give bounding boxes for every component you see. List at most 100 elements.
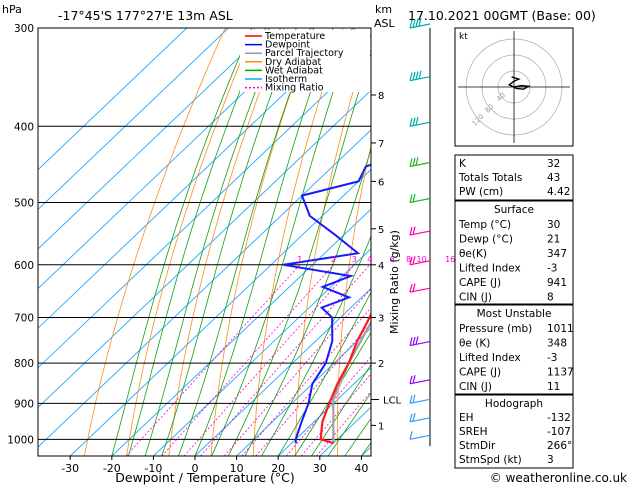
location-title: -17°45'S 177°27'E 13m ASL [58,8,233,23]
mixing-ratio-label-4: 4 [367,255,372,264]
dry-adiabat [84,28,226,456]
wind-barb-flag [409,284,413,293]
wind-barb-flag [418,70,422,80]
mixing-ratio-line-25 [316,390,371,456]
wind-barb-flag [409,158,413,167]
wet-adiabat [327,392,371,456]
indices-row-2-label: PW (cm) [459,186,503,198]
km-tick-5: 5 [378,225,384,236]
wind-barb-flag [409,375,413,384]
mixing-ratio-line-6 [223,288,371,456]
pressure-tick-700: 700 [14,312,34,324]
wind-barb-flag [415,71,419,80]
wet-adiabat [161,28,297,456]
wind-barb [409,256,431,266]
x-tick--30: -30 [61,462,79,475]
surface-row-4-value: 941 [547,277,567,289]
surface-row-2-label: θe(K) [459,248,487,260]
hodograph-table-title: Hodograph [485,398,543,410]
temperature-line [319,311,371,445]
legend-item-4: Wet Adiabat [265,65,323,76]
mixing-ratio-axis-label: Mixing Ratio (g/kg) [388,230,401,334]
index-tables: K 32 Totals Totals 43 PW (cm) 4.42 Surface Temp… [454,154,574,469]
wind-barb-staff [409,434,431,440]
mixing-ratio-lines [125,264,371,456]
isotherm [194,287,371,456]
dry-adiabat [126,28,256,456]
mixing-ratio-line-16 [285,356,371,456]
wind-barb-flag [409,118,413,127]
indices-row-0-value: 32 [547,158,560,170]
isotherm [111,208,371,456]
x-tick-40: 40 [354,462,368,475]
km-tick-4: 4 [378,261,384,272]
parcel-trajectory-line [332,320,371,444]
datetime-title: 17.10.2021 00GMT (Base: 00) [408,8,596,23]
wind-barb-flag [409,226,413,236]
surface-row-3-label: Lifted Index [459,263,521,275]
most-unstable-row-0-value: 1011 [547,323,574,335]
wind-barb-flag [412,256,416,265]
legend-item-0: Temperature [264,31,325,42]
most-unstable-row-3-value: 1137 [547,367,574,379]
surface-row-1-value: 21 [547,234,560,246]
surface-title: Surface [494,204,534,216]
km-tick-2: 2 [378,359,384,370]
x-tick--20: -20 [103,462,121,475]
surface-box [454,200,574,305]
mixing-ratio-line-20 [300,373,371,456]
km-tick-3: 3 [378,313,384,324]
surface-row-5-label: CIN (J) [459,292,492,304]
wet-adiabat [111,28,253,456]
legend-item-1: Dewpoint [265,40,310,51]
hodograph-table-row-3-label: StmSpd (kt) [459,454,522,466]
km-tick-6: 6 [378,177,384,188]
wind-barb [409,431,431,440]
wind-barb-flag [415,157,419,166]
hodograph-table-box [454,394,574,469]
wind-barb [409,413,431,423]
x-tick--10: -10 [144,462,162,475]
hodograph-ring-label-80: 80 [484,103,496,115]
wind-barb [409,375,431,385]
most-unstable-row-0-label: Pressure (mb) [459,323,532,335]
isotherm [277,366,371,456]
x-tick-30: 30 [313,462,327,475]
wet-adiabat-lines [111,28,371,456]
wind-barb [409,70,431,82]
wind-barb-flag [412,226,416,235]
surface-row-5-value: 8 [547,292,554,304]
hodograph-table-row-2-value: 266° [547,440,572,452]
wind-barb-flag [412,375,416,384]
isotherm [38,28,188,171]
wet-adiabat [128,28,267,456]
indices-row-1-value: 43 [547,172,560,184]
wind-barb-flag [412,71,416,81]
sounding-profiles [283,163,371,445]
most-unstable-row-1-label: θe (K) [459,338,490,350]
wind-barb-flag [412,117,416,126]
dry-adiabat [210,28,315,456]
wind-barb [409,336,431,347]
mixing-ratio-label-3: 3 [352,255,357,264]
mixing-ratio-label-1: 1 [297,255,302,264]
wind-barb-flag [418,18,422,27]
wind-barb-flag [409,431,413,440]
km-tick-8: 8 [378,91,384,102]
lcl-marker: LCL [371,396,402,407]
pressure-tick-600: 600 [14,260,34,272]
mixing-ratio-line-4 [200,264,370,456]
dry-adiabat [598,28,629,456]
pressure-tick-500: 500 [14,198,34,210]
mixing-ratio-label-2: 2 [331,255,336,264]
lcl-label: LCL [383,396,402,407]
wet-adiabat [261,235,371,456]
wind-barb [409,226,431,236]
wind-barbs [409,18,431,447]
dry-adiabat [294,31,371,456]
isotherm [38,28,271,250]
wind-barb-flag [412,283,416,292]
wet-adiabat [244,147,371,456]
most-unstable-row-1-value: 348 [547,338,567,350]
